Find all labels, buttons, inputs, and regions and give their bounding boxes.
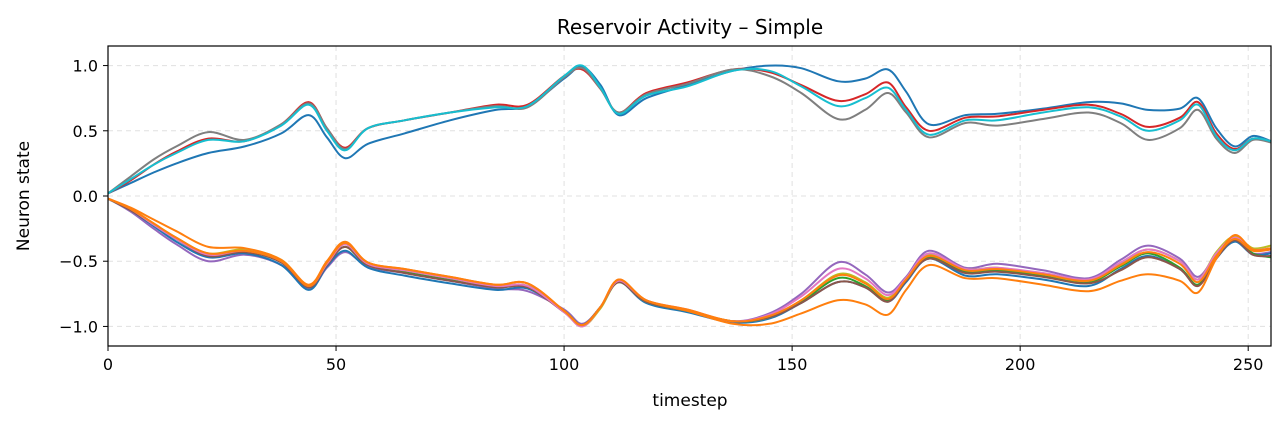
series-line-12 xyxy=(107,197,1272,327)
x-tick-label: 200 xyxy=(1005,355,1036,374)
x-tick-label: 50 xyxy=(326,355,346,374)
y-tick-label: −0.5 xyxy=(59,252,98,271)
x-tick-label: 150 xyxy=(777,355,808,374)
grid-lines xyxy=(107,46,1271,346)
x-tick-label: 0 xyxy=(103,355,113,374)
series-line-6 xyxy=(107,197,1272,327)
y-tick-label: 0.5 xyxy=(73,122,98,141)
series-line-1 xyxy=(107,64,1272,195)
x-axis-title: timestep xyxy=(652,391,727,411)
x-tick-label: 250 xyxy=(1233,355,1264,374)
chart-title: Reservoir Activity – Simple xyxy=(557,15,823,39)
series-line-4 xyxy=(107,64,1272,195)
series-lines xyxy=(107,64,1272,328)
y-tick-label: −1.0 xyxy=(59,317,98,336)
axis-ticks: 0 50 100 150 200 250 −1.0 −0.5 0.0 0.5 1.0 xyxy=(59,57,1263,374)
x-tick-label: 100 xyxy=(549,355,580,374)
y-tick-label: 0.0 xyxy=(73,187,98,206)
y-tick-label: 1.0 xyxy=(73,57,98,76)
y-axis-title: Neuron state xyxy=(14,141,34,251)
